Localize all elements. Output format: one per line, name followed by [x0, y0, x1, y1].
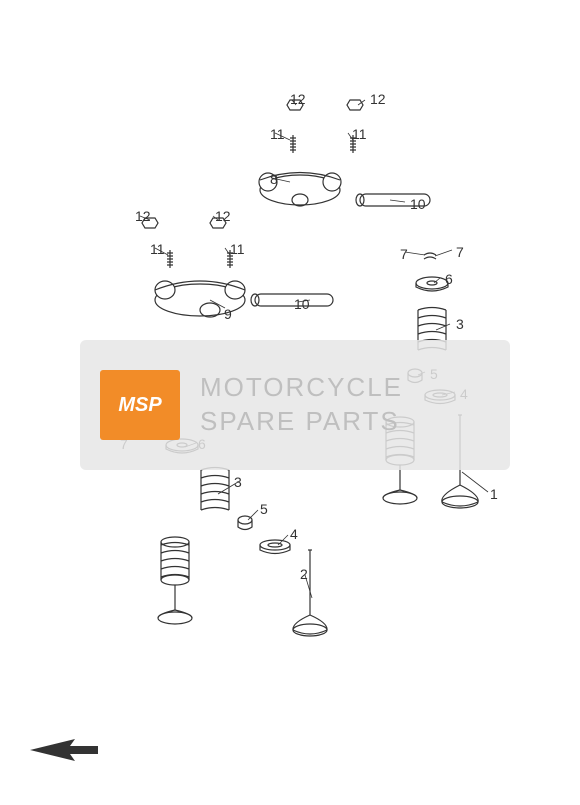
watermark-line1: MOTORCYCLE: [200, 371, 403, 405]
callout-12b: 12: [370, 91, 386, 107]
callout-7c: 7: [456, 244, 464, 260]
callout-11b: 11: [352, 126, 367, 142]
callout-11a: 11: [270, 126, 285, 142]
view-arrow-icon: [30, 735, 100, 770]
callout-9: 9: [224, 306, 232, 322]
callout-4a: 4: [290, 526, 298, 542]
watermark-line2: SPARE PARTS: [200, 405, 403, 439]
callout-11c: 11: [150, 241, 165, 257]
callout-3b: 3: [456, 316, 464, 332]
callout-3a: 3: [234, 474, 242, 490]
watermark-logo: MSP: [100, 370, 180, 440]
callout-6b: 6: [445, 271, 453, 287]
callout-1: 1: [490, 486, 498, 502]
callout-12a: 12: [290, 91, 306, 107]
watermark-panel: MSP MOTORCYCLE SPARE PARTS: [80, 340, 510, 470]
callout-11d: 11: [230, 241, 245, 257]
callout-10b: 10: [410, 196, 426, 212]
callout-12d: 12: [215, 208, 231, 224]
callout-7b: 7: [400, 246, 408, 262]
callout-10a: 10: [294, 296, 310, 312]
callout-12c: 12: [135, 208, 151, 224]
callout-8: 8: [270, 171, 278, 187]
callout-2: 2: [300, 566, 308, 582]
callout-5a: 5: [260, 501, 268, 517]
watermark-text: MOTORCYCLE SPARE PARTS: [200, 371, 403, 439]
